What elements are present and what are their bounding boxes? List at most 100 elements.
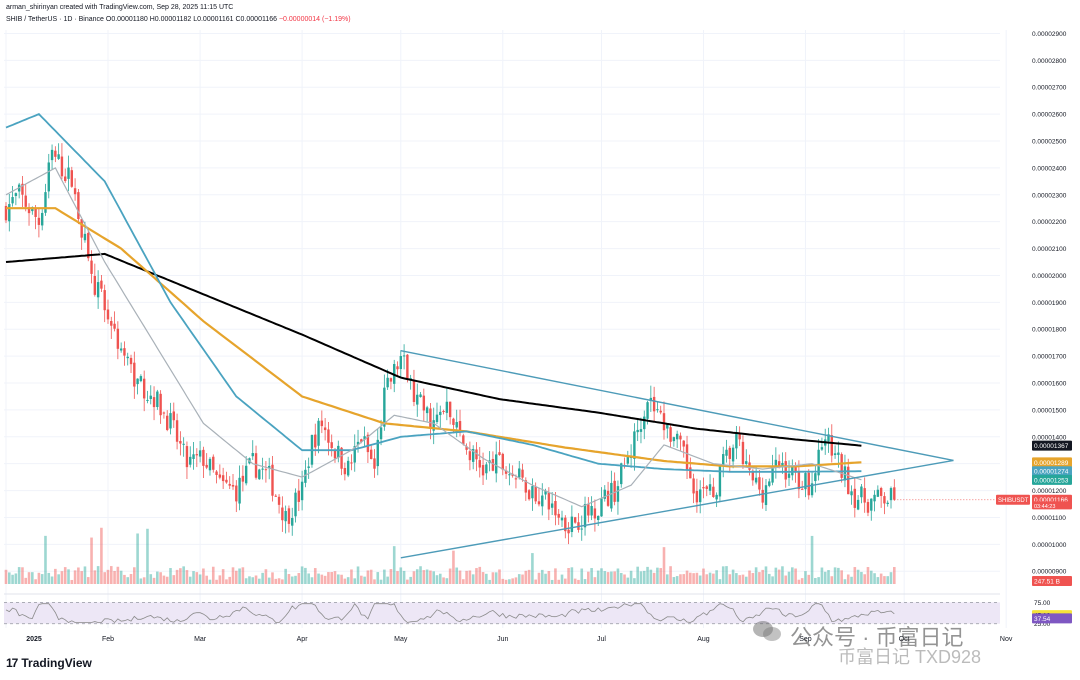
rsi-axis-label: 75.00 (1034, 600, 1051, 607)
volume-bar (277, 578, 281, 584)
candle-body (751, 470, 755, 481)
volume-bar (274, 578, 278, 584)
volume-bar (784, 575, 788, 584)
price-tag-label: 0.00001253 (1034, 477, 1069, 484)
volume-bar (827, 570, 830, 584)
volume-bar (777, 569, 781, 584)
price-axis-label: 0.00001200 (1032, 488, 1067, 495)
volume-bar (350, 569, 353, 584)
volume-bar (534, 579, 537, 584)
volume-bar (218, 575, 222, 584)
volume-bar (850, 576, 853, 584)
candle-body (544, 490, 547, 495)
volume-bar (409, 576, 412, 584)
candle-body (715, 494, 718, 500)
volume-bar (106, 569, 110, 584)
volume-bar (626, 577, 630, 584)
volume-bar (633, 578, 636, 584)
price-axis-label: 0.00002900 (1032, 31, 1067, 38)
volume-bar (389, 569, 393, 584)
candle-body (705, 486, 708, 489)
volume-bar (764, 566, 768, 584)
volume-bar (478, 566, 482, 584)
volume-bar (774, 567, 778, 584)
candle-body (47, 162, 50, 192)
volume-bars (4, 527, 896, 584)
volume-bar (415, 569, 419, 584)
volume-bar (406, 579, 409, 584)
candle-body (692, 478, 695, 494)
symbol-name[interactable]: SHIB / TetherUS · 1D · Binance (6, 16, 104, 23)
volume-bar (619, 572, 623, 584)
volume-bar (804, 571, 807, 584)
candle-body (281, 507, 284, 521)
volume-bar (379, 579, 383, 584)
price-axis-label: 0.00002000 (1032, 273, 1067, 280)
volume-bar (402, 570, 406, 584)
price-tag-symbol: SHIBUSDT (998, 498, 1029, 504)
volume-bar (814, 577, 817, 584)
candle-body (64, 176, 67, 181)
candle-body (685, 444, 689, 470)
candle-body (212, 456, 215, 470)
volume-bar (297, 573, 301, 584)
volume-bar (294, 575, 297, 584)
price-tag-label: 0.00001367 (1034, 443, 1069, 450)
volume-bar (21, 567, 24, 584)
volume-bar (172, 575, 176, 584)
volume-bar (481, 572, 485, 584)
candle-body (258, 469, 261, 480)
volume-bar (175, 569, 179, 584)
candle-body (652, 396, 656, 412)
volume-bar (682, 574, 686, 584)
candle-body (333, 449, 337, 459)
volume-bar (514, 577, 518, 584)
tradingview-brand[interactable]: 17 TradingView (6, 656, 92, 670)
volume-bar (458, 570, 462, 584)
candle-body (669, 427, 672, 442)
candle-body (485, 464, 488, 474)
price-axis-label: 0.00001600 (1032, 381, 1067, 388)
candle-body (159, 393, 162, 416)
candle-body (179, 441, 182, 444)
candle-body (508, 474, 511, 476)
volume-bar (386, 576, 389, 584)
symbol-legend: SHIB / TetherUS · 1D · Binance O0.000011… (6, 16, 351, 23)
volume-bar (149, 574, 153, 584)
price-axis-label: 0.00002500 (1032, 139, 1067, 146)
candle-body (626, 455, 630, 464)
candle-body (307, 466, 310, 468)
candle-body (547, 492, 551, 510)
volume-bar (438, 573, 442, 584)
volume-bar (244, 578, 248, 584)
candle-body (682, 440, 685, 447)
candle-body (593, 508, 597, 519)
candle-body (646, 402, 649, 419)
candle-body (274, 495, 277, 497)
price-tag-bg (996, 494, 1030, 505)
volume-bar (863, 574, 866, 584)
volume-bar (853, 567, 857, 584)
candle-body (833, 453, 837, 455)
volume-bar (54, 568, 57, 584)
ma-line-ma50 (5, 113, 862, 473)
candle-body (425, 407, 429, 414)
volume-bar (698, 575, 702, 584)
price-axis-label: 0.00000900 (1032, 569, 1067, 576)
price-axis-label: 0.00002200 (1032, 219, 1067, 226)
volume-bar (320, 574, 324, 584)
candle-body (90, 260, 93, 274)
candle-body (587, 504, 590, 516)
volume-bar (656, 567, 659, 584)
volume-bar (215, 579, 218, 584)
candle-body (863, 488, 866, 503)
volume-bar (281, 579, 284, 584)
candle-body (208, 458, 212, 471)
volume-bar (636, 566, 639, 584)
volume-bar (712, 573, 715, 584)
moving-averages (5, 113, 862, 508)
candle-body (166, 415, 169, 430)
candle-body (794, 465, 797, 473)
volume-bar (139, 578, 143, 584)
